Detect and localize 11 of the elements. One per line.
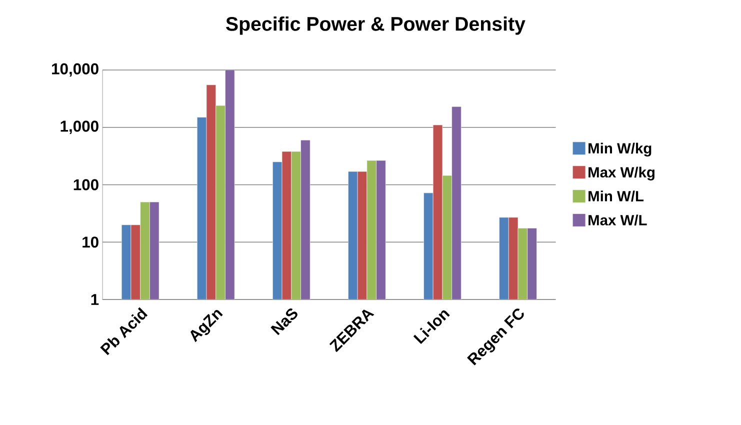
y-tick-label: 10 <box>82 236 98 248</box>
legend-label: Max W/kg <box>588 166 654 181</box>
y-tick-label: 1,000 <box>60 120 98 134</box>
legend-label: Max W/L <box>588 214 647 226</box>
x-tick-label: NaS <box>270 308 298 336</box>
legend-label: Min W/L <box>588 190 644 202</box>
chart-title: Specific Power & Power Density <box>226 16 526 35</box>
y-tick-label: 10,000 <box>52 63 98 77</box>
y-tick-label: 1 <box>91 294 99 306</box>
legend-label: Min W/kg <box>588 142 652 157</box>
y-tick-label: 100 <box>74 179 98 190</box>
